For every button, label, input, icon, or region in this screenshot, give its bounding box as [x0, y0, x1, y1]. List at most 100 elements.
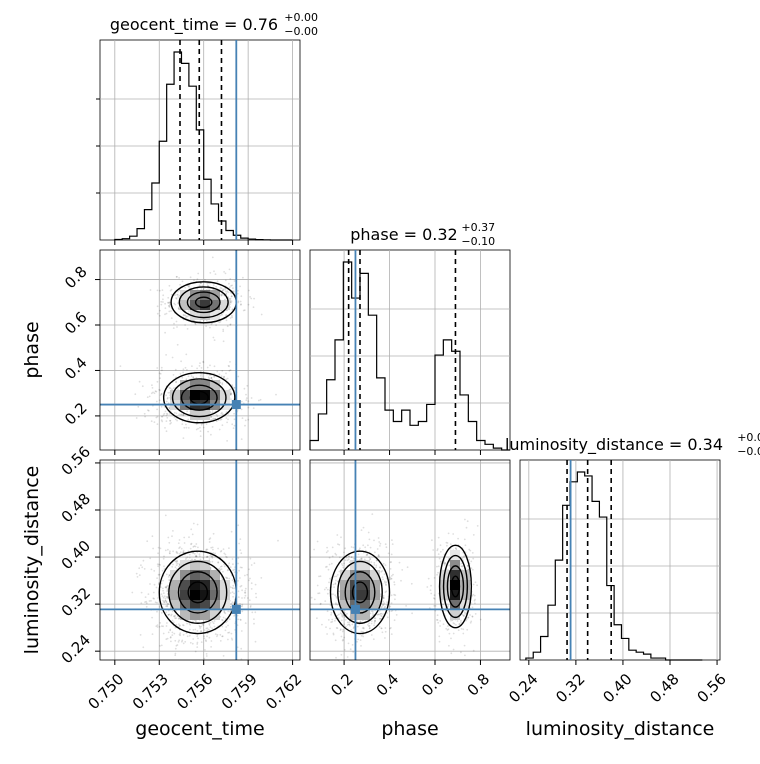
scatter-point — [194, 323, 197, 326]
scatter-point — [243, 597, 246, 599]
scatter-point — [219, 286, 222, 289]
scatter-point — [188, 310, 190, 312]
scatter-point — [249, 577, 251, 580]
scatter-point — [200, 288, 203, 290]
scatter-point — [250, 665, 252, 667]
scatter-point — [222, 289, 225, 291]
scatter-point — [205, 640, 208, 643]
density-cell — [210, 300, 220, 310]
scatter-point — [370, 561, 373, 563]
scatter-point — [156, 312, 159, 315]
scatter-point — [326, 565, 328, 568]
scatter-point — [141, 385, 144, 388]
scatter-point — [378, 613, 381, 616]
scatter-point — [202, 557, 205, 559]
scatter-point — [175, 276, 178, 278]
scatter-point — [250, 588, 253, 590]
scatter-point — [175, 560, 177, 563]
scatter-point — [346, 624, 349, 626]
scatter-point — [343, 562, 345, 565]
density-cell — [200, 610, 210, 620]
scatter-point — [237, 375, 240, 378]
scatter-point — [230, 301, 233, 304]
scatter-point — [335, 627, 338, 629]
scatter-point — [461, 613, 464, 616]
scatter-point — [244, 622, 247, 624]
scatter-point — [332, 633, 335, 636]
scatter-point — [207, 628, 210, 631]
scatter-point — [238, 542, 241, 545]
scatter-point — [466, 520, 469, 523]
scatter-point — [411, 612, 413, 615]
scatter-point — [380, 612, 383, 615]
scatter-point — [382, 603, 385, 606]
scatter-point — [148, 600, 151, 602]
scatter-point — [162, 632, 165, 635]
x-tick-label: 0.32 — [552, 670, 588, 706]
scatter-point — [433, 594, 436, 597]
x-tick-label: 0.759 — [218, 670, 261, 713]
scatter-point — [398, 561, 401, 564]
scatter-point — [387, 552, 390, 555]
scatter-point — [212, 284, 215, 286]
scatter-point — [326, 610, 329, 613]
scatter-point — [194, 555, 197, 558]
scatter-point — [182, 633, 185, 636]
scatter-point — [316, 617, 318, 620]
scatter-point — [382, 562, 385, 565]
scatter-point — [231, 591, 234, 593]
scatter-point — [348, 555, 350, 558]
scatter-point — [389, 561, 392, 564]
scatter-point — [250, 564, 253, 566]
scatter-point — [436, 619, 439, 621]
scatter-point — [218, 373, 221, 376]
scatter-point — [388, 578, 391, 581]
scatter-point — [165, 573, 168, 576]
scatter-point — [368, 624, 371, 627]
scatter-point — [347, 555, 350, 558]
scatter-point — [333, 575, 336, 578]
scatter-point — [393, 619, 396, 622]
scatter-point — [196, 288, 199, 290]
density-cell — [360, 560, 370, 570]
scatter-point — [225, 372, 227, 375]
scatter-point — [230, 295, 233, 298]
scatter-point — [360, 630, 363, 633]
scatter-point — [228, 297, 231, 300]
scatter-point — [359, 621, 362, 623]
scatter-point — [205, 653, 208, 655]
scatter-point — [466, 565, 469, 567]
scatter-point — [432, 549, 435, 551]
scatter-point — [472, 593, 475, 596]
scatter-point — [164, 599, 167, 602]
scatter-point — [143, 412, 146, 415]
scatter-point — [390, 594, 393, 597]
scatter-point — [447, 604, 449, 607]
density-cell — [180, 590, 190, 600]
scatter-point — [213, 270, 215, 273]
scatter-panel-phase-luminosity_distance — [309, 459, 511, 665]
scatter-point — [369, 558, 371, 561]
density-cell — [190, 600, 200, 610]
scatter-point — [208, 541, 211, 543]
scatter-point — [371, 610, 374, 613]
scatter-point — [176, 419, 179, 422]
scatter-point — [143, 568, 146, 570]
scatter-point — [220, 565, 223, 568]
density-cell — [200, 390, 210, 400]
scatter-point — [310, 596, 313, 599]
scatter-point — [342, 638, 344, 641]
scatter-point — [171, 565, 174, 568]
scatter-point — [250, 397, 253, 399]
scatter-point — [380, 627, 383, 630]
density-cell — [210, 610, 220, 620]
scatter-point — [173, 322, 175, 325]
scatter-point — [174, 614, 177, 617]
scatter-point — [252, 306, 255, 309]
scatter-point — [379, 595, 382, 598]
scatter-point — [231, 316, 234, 319]
scatter-point — [316, 540, 319, 543]
scatter-point — [176, 343, 179, 346]
scatter-point — [162, 592, 165, 594]
